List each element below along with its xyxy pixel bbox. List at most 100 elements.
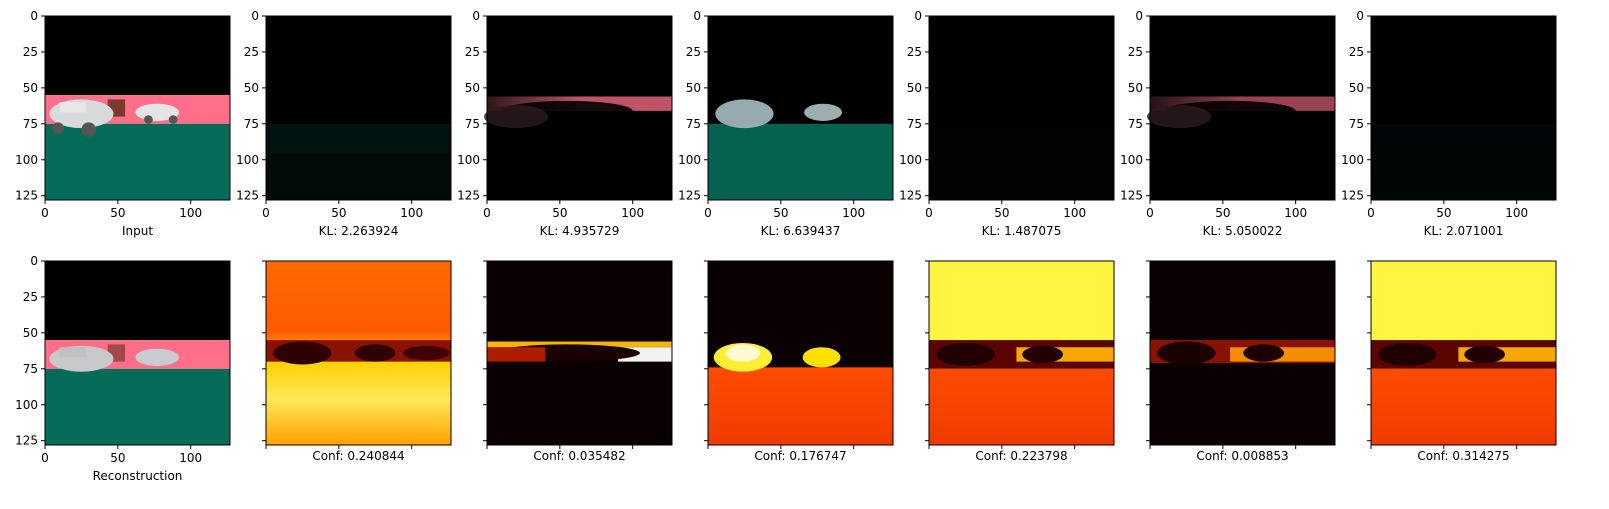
heat-band — [487, 341, 672, 348]
panel-frame — [486, 260, 673, 446]
y-tick-label: 25 — [907, 45, 922, 59]
panel-frame — [928, 260, 1115, 446]
panel-image — [708, 261, 893, 445]
y-tick-label: 25 — [244, 45, 259, 59]
y-tick-label: 50 — [686, 81, 701, 95]
ground-region — [45, 123, 230, 200]
y-tick-label: 25 — [23, 290, 38, 304]
dark-car-shape — [484, 105, 549, 129]
y-tick-label: 125 — [457, 189, 480, 203]
x-tick-label: 0 — [483, 206, 491, 220]
x-tick-label: 100 — [1063, 206, 1086, 220]
x-tick-label: 100 — [1284, 206, 1307, 220]
y-tick-label: 0 — [1135, 9, 1143, 23]
x-tick-label: 0 — [41, 451, 49, 465]
panel-image — [266, 261, 451, 445]
image-panel: 0 50 100 0 25 50 75 100 125 KL: 5.050022 — [1120, 9, 1336, 238]
y-tick-label: 100 — [15, 398, 38, 412]
panel-frame — [486, 15, 673, 201]
x-tick-label: 50 — [110, 206, 125, 220]
y-tick-label: 125 — [1120, 189, 1143, 203]
heat-car-shape — [802, 347, 841, 368]
y-tick-label: 75 — [686, 117, 701, 131]
y-tick-label: 125 — [15, 434, 38, 448]
ground-shading — [266, 152, 451, 200]
panel-caption: KL: 4.935729 — [540, 224, 620, 238]
y-tick-label: 75 — [1128, 117, 1143, 131]
heat-car-shape — [725, 344, 761, 362]
heat-car-shape — [402, 345, 450, 361]
y-tick-label: 125 — [678, 189, 701, 203]
sky-region — [45, 261, 230, 341]
heat-car-shape — [1464, 345, 1506, 364]
y-tick-label: 50 — [1128, 81, 1143, 95]
x-tick-label: 50 — [552, 206, 567, 220]
heat-ground — [708, 367, 893, 445]
y-tick-label: 25 — [686, 45, 701, 59]
y-tick-label: 75 — [244, 117, 259, 131]
heat-band — [487, 347, 546, 362]
y-tick-label: 100 — [678, 153, 701, 167]
panel-caption: Input — [122, 224, 153, 238]
panel-caption: KL: 2.263924 — [319, 224, 399, 238]
x-tick-label: 100 — [400, 206, 423, 220]
panel-frame — [707, 260, 894, 446]
y-tick-label: 125 — [1341, 189, 1364, 203]
panel-image — [708, 16, 893, 200]
x-tick-label: 100 — [179, 206, 202, 220]
panel-caption: KL: 6.639437 — [761, 224, 841, 238]
panel-image — [266, 16, 451, 200]
image-panel: 0 50 100 0 25 50 75 100 125 Input — [15, 9, 231, 238]
image-panel: Conf: 0.314275 — [1367, 260, 1557, 463]
y-tick-label: 50 — [23, 326, 38, 340]
y-tick-label: 50 — [23, 81, 38, 95]
panel-image — [929, 16, 1114, 200]
y-tick-label: 25 — [1128, 45, 1143, 59]
background — [929, 16, 1114, 200]
image-panel: 0 50 100 0 25 50 75 100 125 KL: 6.639437 — [678, 9, 894, 238]
y-tick-label: 0 — [1356, 9, 1364, 23]
panel-caption: Conf: 0.223798 — [975, 449, 1067, 463]
x-tick-label: 50 — [110, 451, 125, 465]
heat-car-shape — [1157, 341, 1216, 365]
x-tick-label: 50 — [1436, 206, 1451, 220]
panel-caption: Conf: 0.176747 — [754, 449, 846, 463]
y-tick-label: 100 — [236, 153, 259, 167]
y-tick-label: 25 — [465, 45, 480, 59]
panel-caption: Conf: 0.035482 — [533, 449, 625, 463]
panel-image — [1150, 261, 1335, 445]
heat-car-shape — [1243, 344, 1285, 362]
y-tick-label: 100 — [1341, 153, 1364, 167]
car-left-wheel — [81, 122, 96, 137]
car-left-wheel — [52, 122, 64, 134]
panel-frame — [1149, 260, 1336, 446]
panel-image — [45, 261, 230, 445]
y-tick-label: 100 — [15, 153, 38, 167]
y-tick-label: 0 — [914, 9, 922, 23]
image-panel: 0 50 100 0 25 50 75 100 125 Reconstruction — [15, 254, 231, 483]
dark-car-shape — [1147, 105, 1212, 129]
image-panel: Conf: 0.008853 — [1146, 260, 1336, 463]
x-tick-label: 100 — [179, 451, 202, 465]
y-tick-label: 0 — [30, 9, 38, 23]
panel-image — [484, 16, 672, 200]
y-tick-label: 0 — [693, 9, 701, 23]
x-tick-label: 100 — [842, 206, 865, 220]
panel-frame — [265, 15, 452, 201]
x-tick-label: 50 — [773, 206, 788, 220]
x-tick-label: 50 — [994, 206, 1009, 220]
panel-image — [1147, 16, 1335, 200]
car-right-wheel — [168, 115, 178, 124]
panel-frame — [928, 15, 1115, 201]
heat-car-shape — [354, 344, 396, 362]
panel-frame — [1149, 15, 1336, 201]
y-tick-label: 50 — [465, 81, 480, 95]
y-tick-label: 100 — [1120, 153, 1143, 167]
car-right — [804, 103, 843, 121]
x-tick-label: 100 — [621, 206, 644, 220]
panel-frame — [265, 260, 452, 446]
panel-frame — [1370, 260, 1557, 446]
y-tick-label: 100 — [457, 153, 480, 167]
y-tick-label: 50 — [1349, 81, 1364, 95]
y-tick-label: 100 — [899, 153, 922, 167]
